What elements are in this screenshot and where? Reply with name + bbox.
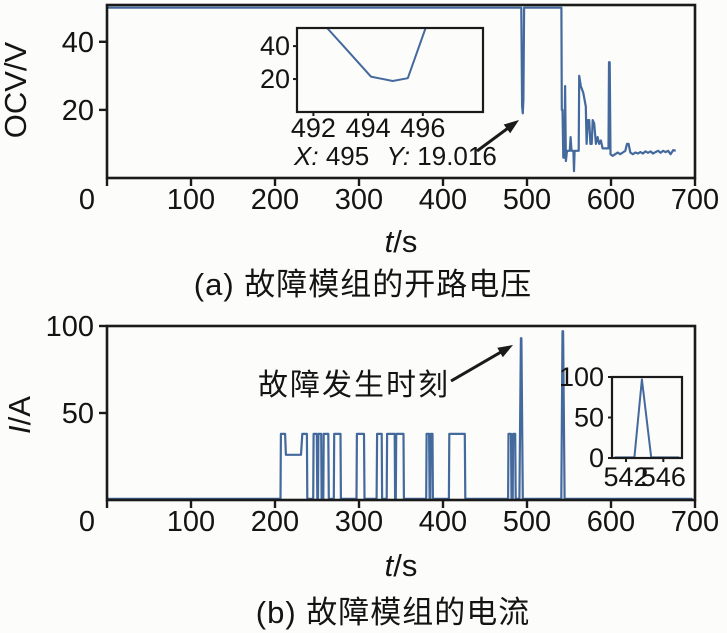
ocv-inset-line [326, 27, 427, 82]
inset-y-tick-label: 40 [260, 31, 290, 61]
ocv-y-axis-label: OCV/V [0, 41, 33, 138]
datatip-y-label: Y: [386, 141, 411, 171]
current-x-axis-label: t/s [385, 548, 418, 583]
ocv-annotation-arrow-shaft [476, 124, 512, 153]
x-tick-label: 0 [79, 506, 95, 538]
y-tick-label: 50 [62, 398, 94, 430]
x-tick-label: 100 [167, 184, 215, 216]
y-tick-label: 100 [46, 311, 94, 343]
x-tick-label: 700 [671, 506, 719, 538]
x-tick-label: 200 [251, 184, 299, 216]
inset-y-tick-label: 50 [574, 403, 604, 433]
x-tick-label: 300 [335, 184, 383, 216]
subplot-a-caption: (a) 故障模组的开路电压 [193, 267, 533, 302]
subplot-b-caption: (b) 故障模组的电流 [255, 595, 531, 630]
inset-x-tick-label: 542 [603, 462, 648, 492]
y-tick-label: 40 [62, 27, 94, 59]
current-inset-line [614, 378, 680, 459]
current-annotation-arrow-head [497, 345, 513, 358]
ocv-plot-frame [105, 3, 697, 180]
datatip-x-label: X: [294, 141, 319, 171]
current-series-line [107, 330, 693, 500]
inset-y-tick-label: 100 [559, 362, 604, 392]
x-tick-label: 400 [419, 506, 467, 538]
x-tick-label: 600 [587, 506, 635, 538]
current-annotation-arrow-shaft [450, 348, 506, 383]
inset-x-tick-label: 546 [641, 462, 686, 492]
inset-x-tick-label: 494 [346, 113, 391, 143]
current-y-axis-label: I/A [2, 396, 37, 434]
fault-time-annotation: 故障发生时刻 [258, 369, 450, 402]
inset-y-tick-label: 20 [260, 64, 290, 94]
x-tick-label: 700 [671, 184, 719, 216]
ocv-inset-frame [295, 26, 485, 114]
x-tick-label: 300 [335, 506, 383, 538]
datatip-y-value: 19.016 [417, 141, 497, 171]
inset-x-tick-label: 492 [291, 113, 336, 143]
inset-y-tick-label: 0 [589, 443, 604, 473]
y-tick-label: 20 [62, 95, 94, 127]
x-tick-label: 0 [79, 184, 95, 216]
x-tick-label: 600 [587, 184, 635, 216]
inset-x-tick-label: 496 [400, 113, 445, 143]
x-tick-label: 500 [503, 184, 551, 216]
ocv-series-line [107, 6, 676, 173]
x-tick-label: 200 [251, 506, 299, 538]
x-tick-label: 100 [167, 506, 215, 538]
ocv-annotation-arrow-head [503, 120, 519, 134]
x-tick-label: 400 [419, 184, 467, 216]
datatip-annotation: X: 495 Y: 19.016 [294, 141, 497, 172]
x-tick-label: 500 [503, 506, 551, 538]
ocv-x-axis-label: t/s [385, 224, 418, 259]
datatip-x-value: 495 [325, 141, 370, 171]
